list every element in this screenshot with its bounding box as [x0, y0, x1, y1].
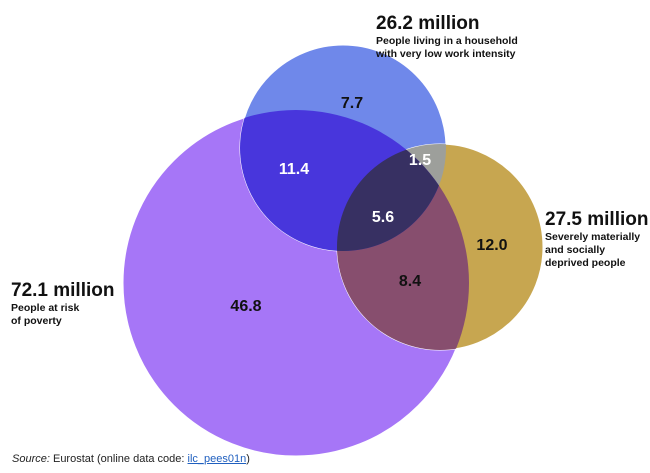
label-work: 26.2 million People living in a househol… [376, 13, 518, 61]
label-poverty: 72.1 million People at risk of poverty [11, 280, 114, 328]
source-data-code-link[interactable]: ilc_pees01n [187, 453, 247, 465]
source-suffix: ) [246, 453, 250, 465]
label-deprived-description: Severely materially and socially deprive… [545, 231, 641, 269]
value-work-only: 7.7 [341, 95, 363, 112]
label-poverty-description: People at risk of poverty [11, 302, 80, 327]
value-poverty-deprived: 8.4 [399, 273, 421, 290]
label-poverty-total: 72.1 million [11, 280, 115, 301]
value-poverty-work: 11.4 [279, 161, 309, 178]
source-note: Source: Eurostat (online data code: ilc_… [12, 453, 250, 465]
label-deprived: 27.5 million Severely materially and soc… [545, 209, 648, 270]
value-poverty-only: 46.8 [230, 298, 261, 315]
value-deprived-only: 12.0 [476, 237, 507, 254]
label-deprived-total: 27.5 million [545, 209, 649, 230]
value-all-three: 5.6 [372, 209, 394, 226]
label-work-total: 26.2 million [376, 13, 480, 34]
value-work-deprived: 1.5 [409, 152, 431, 169]
label-work-description: People living in a household with very l… [376, 35, 518, 60]
source-prefix: Source: [12, 453, 50, 465]
source-text: Eurostat (online data code: [49, 453, 188, 465]
